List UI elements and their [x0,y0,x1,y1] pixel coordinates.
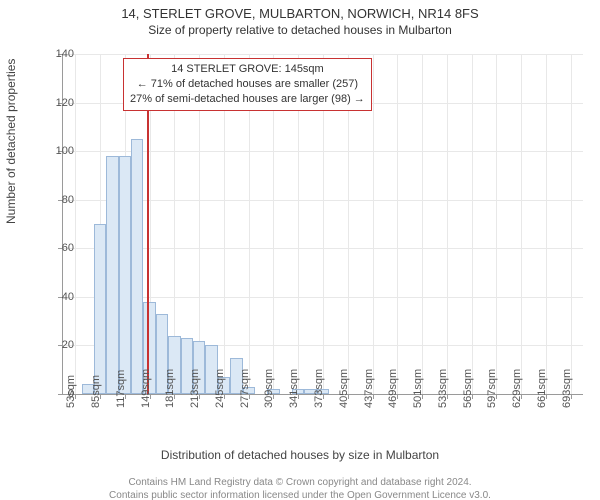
ytick-label: 120 [44,97,74,109]
gridline-v [75,54,76,394]
ytick-label: 20 [44,339,74,351]
ytick-label: 140 [44,48,74,60]
callout-line: 27% of semi-detached houses are larger (… [130,92,365,107]
ytick-label: 60 [44,242,74,254]
ytick-label: 40 [44,291,74,303]
gridline-v [373,54,374,394]
plot-region: 14 STERLET GROVE: 145sqm← 71% of detache… [62,54,583,395]
gridline-v [447,54,448,394]
histogram-bar [119,156,131,394]
callout-line: ← 71% of detached houses are smaller (25… [130,77,365,92]
histogram-bar [106,156,118,394]
callout-line: 14 STERLET GROVE: 145sqm [130,62,365,77]
histogram-bar [131,139,143,394]
footer-line-2: Contains public sector information licen… [0,489,600,500]
y-axis-title: Number of detached properties [4,59,18,224]
gridline-v [496,54,497,394]
gridline-v [472,54,473,394]
page-title: 14, STERLET GROVE, MULBARTON, NORWICH, N… [0,6,600,21]
footer-line-1: Contains HM Land Registry data © Crown c… [0,476,600,489]
ytick-label: 100 [44,145,74,157]
histogram-bar [94,224,106,394]
gridline-v [571,54,572,394]
ytick-label: 80 [44,194,74,206]
gridline-v [521,54,522,394]
gridline-v [422,54,423,394]
gridline-v [397,54,398,394]
x-axis-title: Distribution of detached houses by size … [0,448,600,462]
page-subtitle: Size of property relative to detached ho… [0,23,600,37]
chart-container: 14, STERLET GROVE, MULBARTON, NORWICH, N… [0,6,600,500]
marker-callout: 14 STERLET GROVE: 145sqm← 71% of detache… [123,58,372,111]
footer-attribution: Contains HM Land Registry data © Crown c… [0,476,600,500]
chart-area: 14 STERLET GROVE: 145sqm← 71% of detache… [62,54,582,416]
gridline-v [546,54,547,394]
